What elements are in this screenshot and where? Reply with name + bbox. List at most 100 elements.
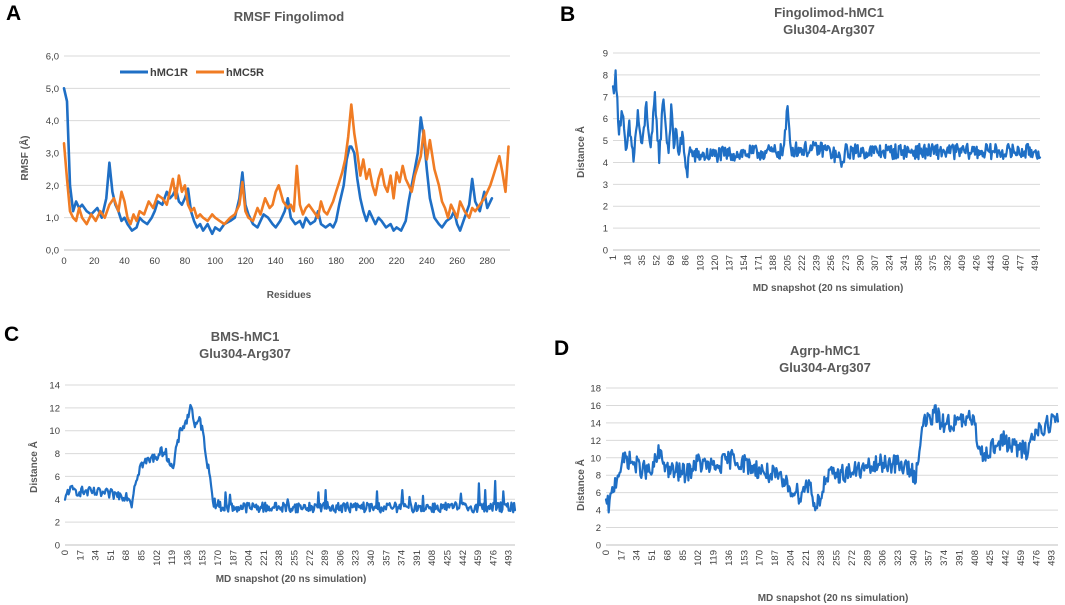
x-tick-label: 205 <box>783 255 794 271</box>
x-tick-label: 187 <box>770 550 781 566</box>
chart-title: RMSF Fingolimod <box>234 9 345 24</box>
x-tick-label: 68 <box>662 550 673 561</box>
y-tick-label: 2 <box>596 523 601 534</box>
panel-label-c: C <box>4 323 19 346</box>
x-tick-label: 255 <box>832 550 843 566</box>
legend-label-hmc5r: hMC5R <box>226 67 264 79</box>
x-tick-label: 34 <box>91 550 102 561</box>
x-tick-label: 340 <box>366 550 377 566</box>
y-tick-label: 4 <box>55 495 60 506</box>
x-tick-label: 221 <box>801 550 812 566</box>
panel-b-distance-chart: B Fingolimod-hMC1 Glu304-Arg307 MD snaps… <box>560 3 1042 294</box>
x-tick-label: 85 <box>137 550 148 561</box>
x-tick-label: 238 <box>816 550 827 566</box>
x-tick-label: 20 <box>89 256 100 267</box>
y-tick-label: 3,0 <box>46 149 59 160</box>
x-tick-label: 443 <box>986 255 997 271</box>
x-tick-label: 239 <box>812 255 823 271</box>
x-tick-label: 221 <box>259 550 270 566</box>
x-tick-label: 323 <box>893 550 904 566</box>
x-tick-label: 341 <box>899 255 910 271</box>
y-tick-label: 18 <box>590 384 601 395</box>
legend: hMC1R hMC5R <box>120 67 264 79</box>
x-tick-label: 273 <box>841 255 852 271</box>
x-tick-label: 1 <box>608 255 619 260</box>
y-tick-label: 12 <box>49 403 60 414</box>
x-tick-label: 34 <box>632 550 643 561</box>
panel-d-distance-chart: D Agrp-hMC1 Glu304-Arg307 MD snapshot (2… <box>554 337 1060 604</box>
x-tick-label: 374 <box>397 550 408 566</box>
y-tick-label: 9 <box>603 49 608 60</box>
y-axis-label: Distance Å <box>574 459 587 511</box>
y-tick-label: 0 <box>603 246 608 257</box>
x-tick-label: 425 <box>443 550 454 566</box>
y-tick-label: 6 <box>596 488 601 499</box>
x-tick-label: 256 <box>826 255 837 271</box>
x-tick-label: 80 <box>180 256 191 267</box>
x-tick-label: 153 <box>198 550 209 566</box>
y-tick-label: 0 <box>596 541 601 552</box>
x-tick-label: 120 <box>237 256 253 267</box>
x-tick-label: 240 <box>419 256 435 267</box>
x-tick-label: 493 <box>1047 550 1058 566</box>
x-tick-label: 392 <box>943 255 954 271</box>
x-tick-label: 323 <box>351 550 362 566</box>
y-tick-label: 2 <box>55 518 60 529</box>
x-tick-label: 0 <box>61 256 66 267</box>
x-tick-label: 391 <box>954 550 965 566</box>
y-tick-label: 8 <box>55 449 60 460</box>
y-tick-label: 14 <box>49 381 60 392</box>
x-tick-label: 340 <box>908 550 919 566</box>
x-tick-label: 272 <box>847 550 858 566</box>
y-axis-label: Distance Å <box>27 441 40 493</box>
y-tick-label: 6 <box>55 472 60 483</box>
legend-label-hmc1r: hMC1R <box>150 67 188 79</box>
panel-a-rmsf-chart: A RMSF Fingolimod Residues RMSF (Å) 0,0 1… <box>6 2 510 301</box>
y-tick-label: 10 <box>590 453 601 464</box>
x-tick-label: 69 <box>666 255 677 266</box>
y-tick-label: 12 <box>590 436 601 447</box>
x-tick-label: 408 <box>427 550 438 566</box>
x-tick-label: 180 <box>328 256 344 267</box>
y-tick-label: 1 <box>603 224 608 235</box>
x-tick-label: 476 <box>488 550 499 566</box>
y-tick-label: 5 <box>603 136 608 147</box>
y-tick-label: 4,0 <box>46 116 59 127</box>
series-line-glu304-arg307 <box>604 404 1060 514</box>
y-tick-label: 14 <box>590 418 601 429</box>
x-tick-label: 51 <box>106 550 117 561</box>
y-tick-label: 5,0 <box>46 84 59 95</box>
x-tick-label: 119 <box>167 550 178 565</box>
x-axis-label: Residues <box>267 290 312 301</box>
y-tick-label: 10 <box>49 426 60 437</box>
chart-title: Fingolimod-hMC1 <box>774 5 884 20</box>
x-tick-label: 52 <box>652 255 663 266</box>
x-tick-label: 17 <box>616 550 627 561</box>
y-tick-label: 4 <box>596 506 601 517</box>
y-axis-label: Distance Å <box>574 126 587 178</box>
x-tick-label: 476 <box>1031 550 1042 566</box>
x-tick-label: 238 <box>274 550 285 566</box>
x-tick-label: 272 <box>305 550 316 566</box>
x-tick-label: 51 <box>647 550 658 561</box>
chart-subtitle: Glu304-Arg307 <box>779 360 871 375</box>
x-tick-label: 494 <box>1030 255 1041 271</box>
y-tick-label: 4 <box>603 158 608 169</box>
x-tick-label: 140 <box>268 256 284 267</box>
panel-c-distance-chart: C BMS-hMC1 Glu304-Arg307 MD snapshot (20… <box>4 323 517 585</box>
x-tick-label: 391 <box>412 550 423 566</box>
x-tick-label: 409 <box>957 255 968 271</box>
x-tick-label: 459 <box>1016 550 1027 566</box>
x-tick-label: 222 <box>797 255 808 271</box>
x-tick-label: 442 <box>458 550 469 566</box>
x-tick-label: 357 <box>381 550 392 566</box>
x-tick-label: 40 <box>119 256 130 267</box>
x-tick-label: 357 <box>924 550 935 566</box>
x-tick-label: 160 <box>298 256 314 267</box>
x-tick-label: 425 <box>985 550 996 566</box>
x-tick-label: 306 <box>335 550 346 566</box>
x-tick-label: 170 <box>755 550 766 566</box>
y-tick-label: 0 <box>55 541 60 552</box>
y-tick-label: 0,0 <box>46 246 59 257</box>
y-tick-label: 8 <box>603 70 608 81</box>
